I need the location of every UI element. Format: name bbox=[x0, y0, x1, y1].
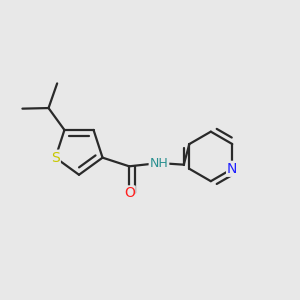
Text: N: N bbox=[227, 162, 238, 176]
Text: NH: NH bbox=[150, 157, 168, 169]
Text: O: O bbox=[124, 186, 135, 200]
Text: S: S bbox=[51, 151, 60, 165]
